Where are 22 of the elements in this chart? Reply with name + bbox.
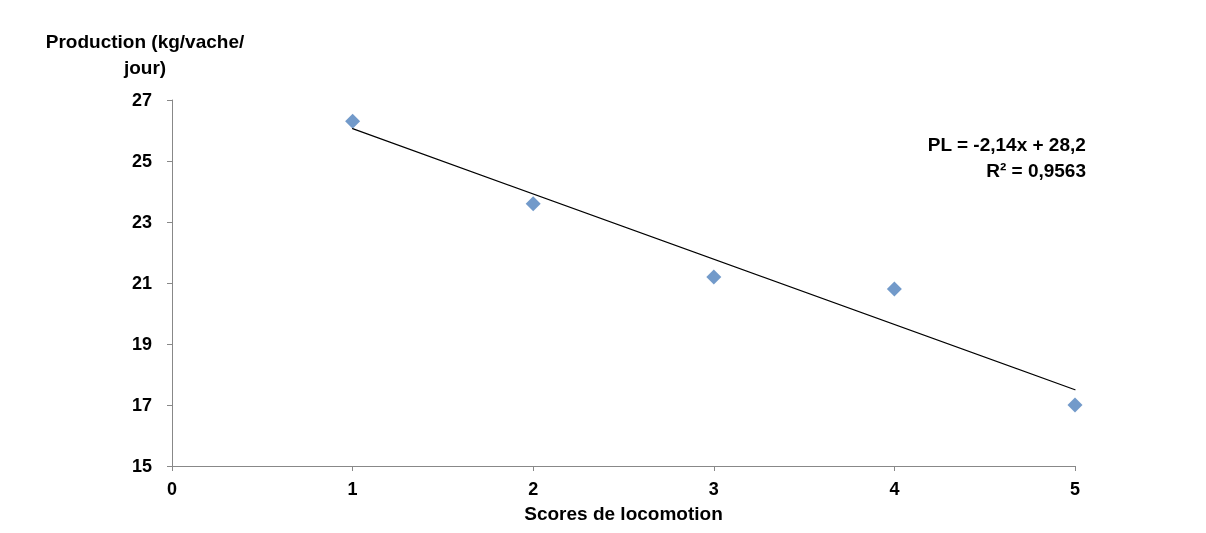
y-tick-label: 25 xyxy=(131,151,152,171)
y-tick-label: 17 xyxy=(131,395,152,415)
point xyxy=(345,113,361,129)
point xyxy=(1067,397,1083,413)
x-tick-label: 0 xyxy=(166,479,178,499)
y-tick-label: 21 xyxy=(131,273,152,293)
point xyxy=(706,269,722,285)
annotation: R² = 0,9563 xyxy=(986,160,1087,181)
y-tick-label: 23 xyxy=(131,212,152,232)
point xyxy=(525,196,541,212)
x-axis-title: Scores de locomotion xyxy=(524,503,723,524)
y-tick-label: 15 xyxy=(131,456,152,476)
point xyxy=(886,281,902,297)
x-tick-label: 1 xyxy=(347,479,358,499)
annotation: PL = -2,14x + 28,2 xyxy=(927,134,1086,155)
x-tick-label: 2 xyxy=(528,479,539,499)
x-tick-label: 5 xyxy=(1069,479,1081,499)
x-tick-label: 3 xyxy=(708,479,719,499)
x-tick-label: 4 xyxy=(889,479,900,499)
y-axis-title: Production (kg/vache/jour) xyxy=(45,30,245,78)
y-tick-label: 27 xyxy=(131,90,152,110)
y-tick-label: 19 xyxy=(131,334,152,354)
